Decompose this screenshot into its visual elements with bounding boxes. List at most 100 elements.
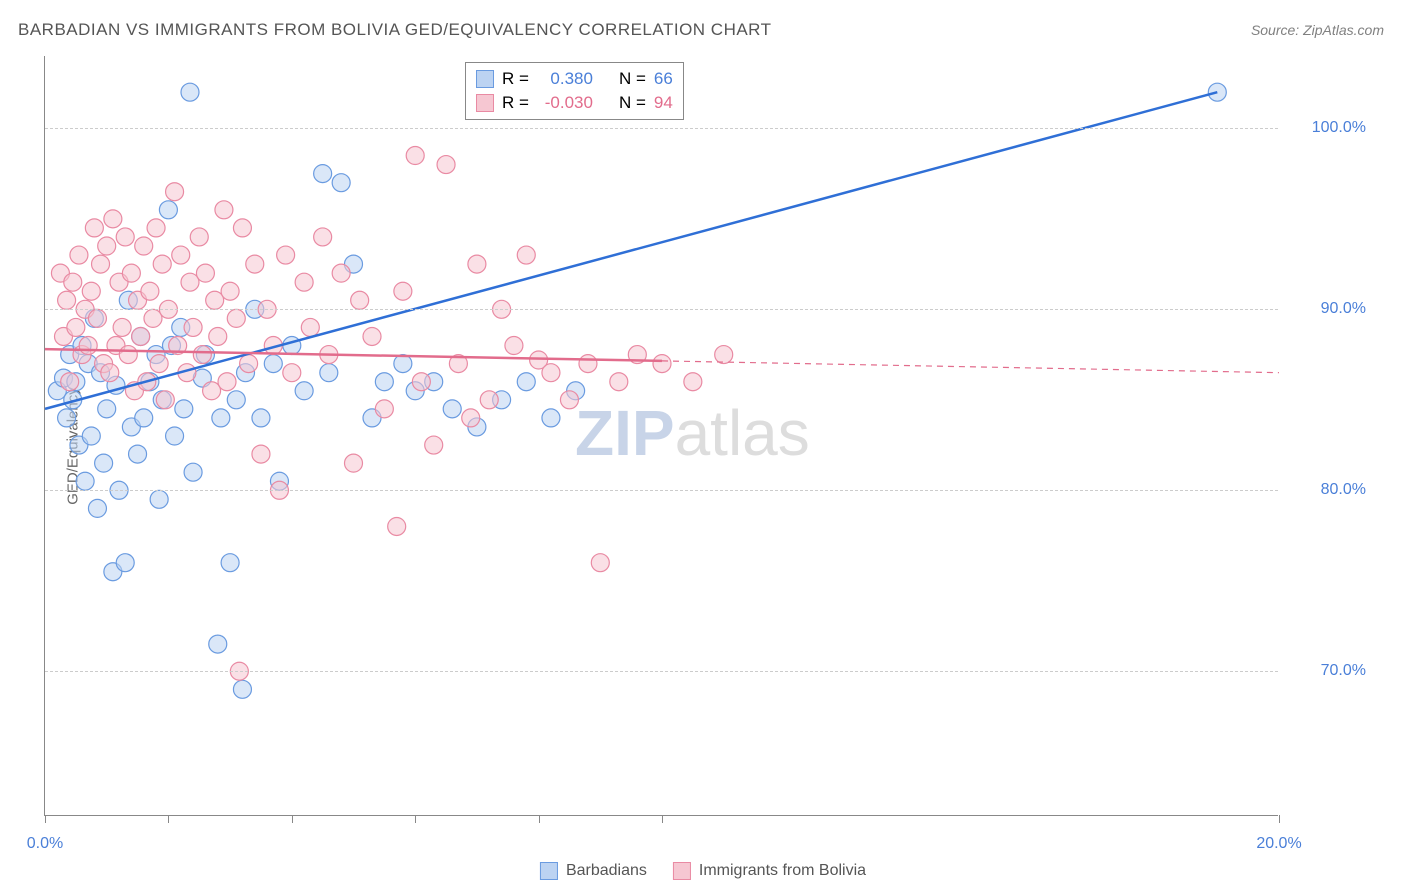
scatter-point [98,237,116,255]
scatter-point [218,373,236,391]
scatter-point [301,318,319,336]
scatter-point [406,147,424,165]
scatter-point [388,517,406,535]
scatter-point [443,400,461,418]
scatter-point [560,391,578,409]
r-label: R = [502,69,529,89]
scatter-point [76,472,94,490]
chart-svg [45,56,1278,815]
scatter-point [101,364,119,382]
scatter-point [252,409,270,427]
scatter-point [79,337,97,355]
scatter-point [351,291,369,309]
scatter-point [252,445,270,463]
scatter-point [58,291,76,309]
scatter-point [227,391,245,409]
scatter-point [150,490,168,508]
scatter-point [425,436,443,454]
scatter-point [332,264,350,282]
scatter-point [150,355,168,373]
scatter-point [684,373,702,391]
scatter-point [119,346,137,364]
scatter-point [67,318,85,336]
stats-row-barbadians: R = 0.380 N = 66 [476,67,673,91]
scatter-point [58,409,76,427]
stats-box: R = 0.380 N = 66 R = -0.030 N = 94 [465,62,684,120]
r-value-bolivia: -0.030 [537,93,593,113]
scatter-point [462,409,480,427]
x-tick-label: 0.0% [27,835,63,853]
y-tick-label: 90.0% [1321,300,1366,318]
scatter-point [517,373,535,391]
scatter-point [233,219,251,237]
scatter-point [104,210,122,228]
r-label: R = [502,93,529,113]
n-value-barbadians: 66 [654,69,673,89]
scatter-point [135,409,153,427]
scatter-point [246,255,264,273]
scatter-point [141,282,159,300]
scatter-point [181,83,199,101]
scatter-point [61,373,79,391]
swatch-barbadians [476,70,494,88]
chart-container: BARBADIAN VS IMMIGRANTS FROM BOLIVIA GED… [0,0,1406,892]
scatter-point [375,400,393,418]
scatter-point [295,273,313,291]
scatter-point [332,174,350,192]
scatter-point [184,463,202,481]
scatter-point [375,373,393,391]
scatter-point [542,364,560,382]
legend-swatch-bolivia [673,862,691,880]
scatter-point [517,246,535,264]
scatter-point [116,228,134,246]
scatter-point [264,355,282,373]
scatter-point [468,255,486,273]
scatter-point [221,282,239,300]
scatter-point [113,318,131,336]
scatter-point [156,391,174,409]
trend-line-dashed [662,361,1279,373]
scatter-point [159,201,177,219]
scatter-point [215,201,233,219]
scatter-point [579,355,597,373]
x-tick [168,815,169,823]
x-tick [415,815,416,823]
x-tick [45,815,46,823]
scatter-point [320,364,338,382]
scatter-point [233,680,251,698]
scatter-point [85,219,103,237]
legend-item-bolivia: Immigrants from Bolivia [673,862,866,880]
n-label: N = [619,69,646,89]
scatter-point [715,346,733,364]
scatter-point [190,228,208,246]
scatter-point [193,346,211,364]
y-tick-label: 100.0% [1312,119,1366,137]
plot-area: ZIPatlas R = 0.380 N = 66 R = -0.030 N =… [44,56,1278,816]
grid-line [45,490,1278,491]
scatter-point [209,327,227,345]
scatter-point [92,255,110,273]
scatter-point [295,382,313,400]
bottom-legend: Barbadians Immigrants from Bolivia [540,862,866,880]
scatter-point [98,400,116,418]
n-value-bolivia: 94 [654,93,673,113]
scatter-point [166,427,184,445]
x-tick [1279,815,1280,823]
legend-label: Immigrants from Bolivia [699,862,866,880]
x-tick [662,815,663,823]
scatter-point [184,318,202,336]
scatter-point [95,454,113,472]
legend-swatch-barbadians [540,862,558,880]
scatter-point [610,373,628,391]
x-tick [292,815,293,823]
scatter-point [175,400,193,418]
scatter-point [135,237,153,255]
scatter-point [283,364,301,382]
y-tick-label: 70.0% [1321,662,1366,680]
scatter-point [209,635,227,653]
n-label: N = [619,93,646,113]
scatter-point [88,499,106,517]
scatter-point [88,309,106,327]
scatter-point [153,255,171,273]
scatter-point [591,554,609,572]
